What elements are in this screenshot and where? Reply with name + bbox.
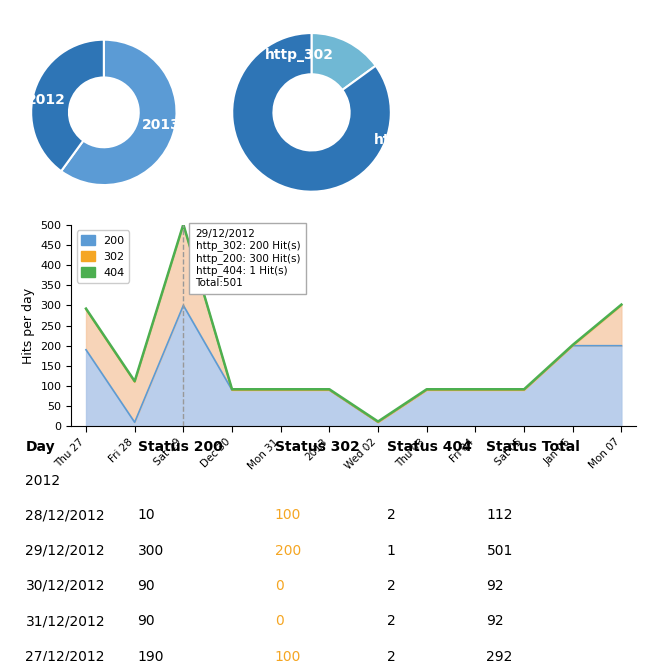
Text: 2012: 2012 bbox=[27, 93, 66, 107]
Wedge shape bbox=[31, 40, 104, 171]
Text: Status 200: Status 200 bbox=[138, 440, 223, 454]
Text: 10: 10 bbox=[138, 508, 155, 522]
Text: 2: 2 bbox=[387, 579, 395, 593]
Text: 90: 90 bbox=[138, 579, 155, 593]
Text: 501: 501 bbox=[487, 543, 513, 558]
Text: 1: 1 bbox=[387, 543, 396, 558]
Text: 90: 90 bbox=[138, 614, 155, 628]
Wedge shape bbox=[61, 40, 177, 185]
Text: 27/12/2012: 27/12/2012 bbox=[25, 650, 105, 661]
Wedge shape bbox=[312, 33, 376, 90]
Text: http_200: http_200 bbox=[373, 133, 443, 147]
Text: 92: 92 bbox=[487, 614, 504, 628]
Text: 2013: 2013 bbox=[142, 118, 180, 132]
Text: 100: 100 bbox=[275, 508, 301, 522]
Text: http_302: http_302 bbox=[265, 48, 334, 62]
Text: 0: 0 bbox=[275, 614, 284, 628]
Text: 2: 2 bbox=[387, 614, 395, 628]
Text: Day: Day bbox=[25, 440, 55, 454]
Text: 30/12/2012: 30/12/2012 bbox=[25, 579, 105, 593]
Text: 300: 300 bbox=[138, 543, 164, 558]
Text: 292: 292 bbox=[487, 650, 513, 661]
Text: Status 404: Status 404 bbox=[387, 440, 472, 454]
Text: Status Total: Status Total bbox=[487, 440, 580, 454]
Text: 0: 0 bbox=[275, 579, 284, 593]
Text: 200: 200 bbox=[275, 543, 301, 558]
Text: 2012: 2012 bbox=[25, 474, 60, 488]
Text: 112: 112 bbox=[487, 508, 513, 522]
Text: 2: 2 bbox=[387, 508, 395, 522]
Wedge shape bbox=[232, 33, 391, 192]
Text: 100: 100 bbox=[275, 650, 301, 661]
Text: Status 302: Status 302 bbox=[275, 440, 360, 454]
Text: 2: 2 bbox=[387, 650, 395, 661]
Text: 31/12/2012: 31/12/2012 bbox=[25, 614, 105, 628]
Text: 92: 92 bbox=[487, 579, 504, 593]
Legend: 200, 302, 404: 200, 302, 404 bbox=[77, 230, 129, 283]
Text: 29/12/2012
http_302: 200 Hit(s)
http_200: 300 Hit(s)
http_404: 1 Hit(s)
Total:50: 29/12/2012 http_302: 200 Hit(s) http_200… bbox=[195, 229, 300, 288]
Y-axis label: Hits per day: Hits per day bbox=[22, 288, 35, 364]
Text: 29/12/2012: 29/12/2012 bbox=[25, 543, 105, 558]
Text: 28/12/2012: 28/12/2012 bbox=[25, 508, 105, 522]
Text: 190: 190 bbox=[138, 650, 164, 661]
